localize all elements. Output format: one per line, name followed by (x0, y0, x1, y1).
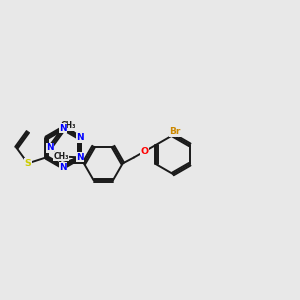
Text: N: N (76, 134, 84, 142)
Text: N: N (59, 124, 67, 133)
Text: CH₃: CH₃ (60, 122, 76, 130)
Text: O: O (140, 147, 148, 156)
Text: N: N (76, 153, 84, 162)
Text: N: N (46, 143, 54, 152)
Text: N: N (59, 163, 67, 172)
Text: Br: Br (169, 127, 181, 136)
Text: N: N (76, 153, 84, 162)
Text: CH₃: CH₃ (53, 152, 69, 161)
Text: S: S (25, 159, 31, 168)
